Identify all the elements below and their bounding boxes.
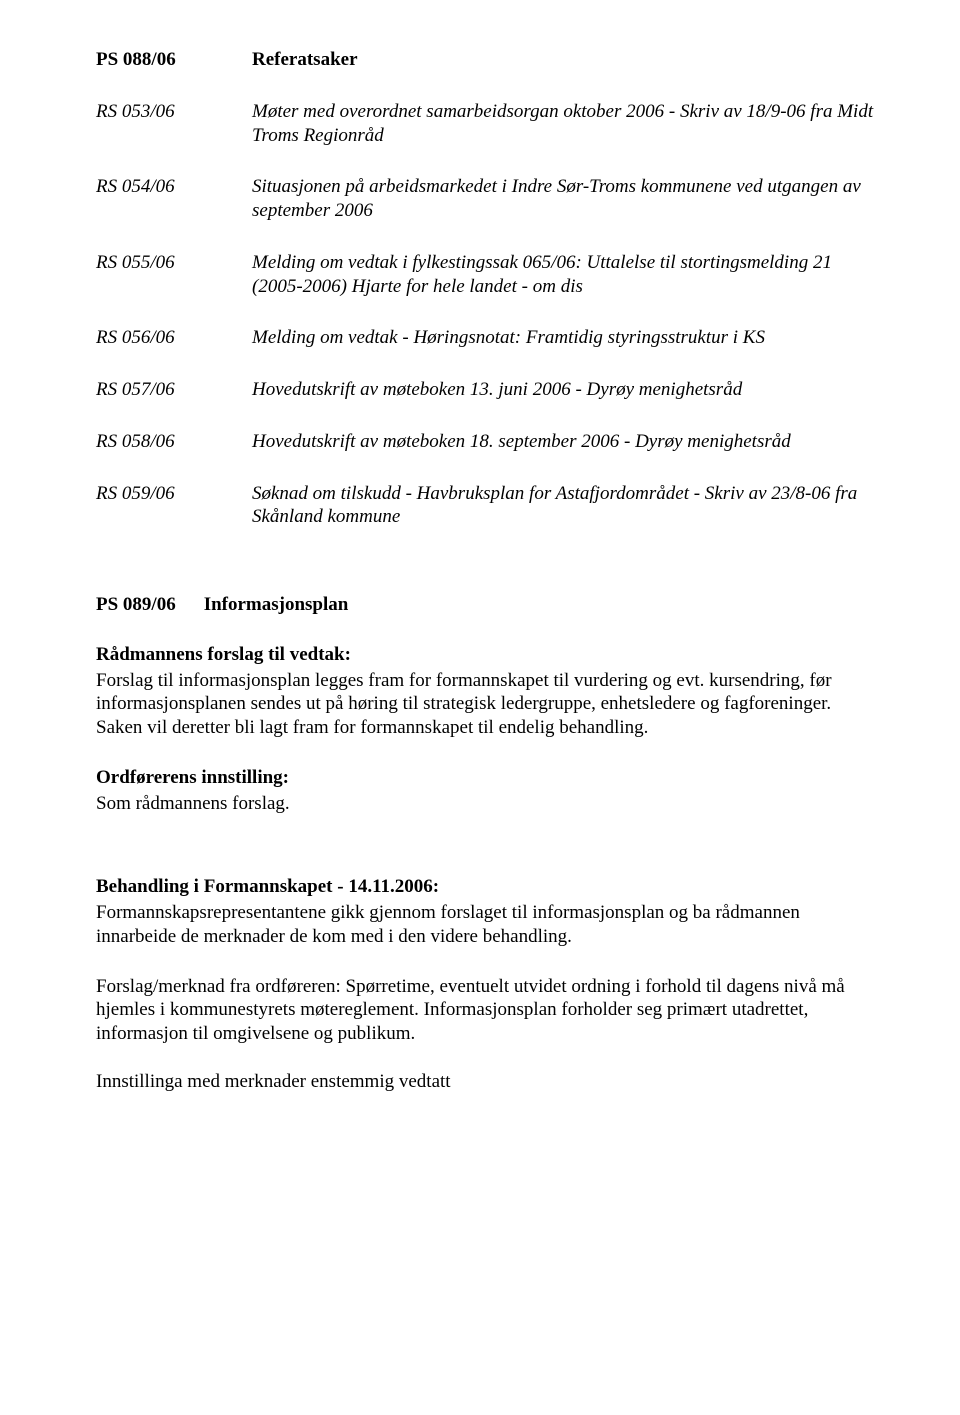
ref-item-row: RS 053/06 Møter med overordnet samarbeid…: [96, 100, 880, 176]
ref-header-title: Referatsaker: [252, 48, 880, 100]
ordforer-heading: Ordførerens innstilling:: [96, 766, 880, 790]
ref-header-code: PS 088/06: [96, 48, 252, 100]
ref-item-text: Situasjonen på arbeidsmarkedet i Indre S…: [252, 175, 880, 251]
innstilling-paragraph: Innstillinga med merknader enstemmig ved…: [96, 1070, 880, 1094]
ref-item-row: RS 054/06 Situasjonen på arbeidsmarkedet…: [96, 175, 880, 251]
ref-item-row: RS 058/06 Hovedutskrift av møteboken 18.…: [96, 430, 880, 482]
ref-item-row: RS 055/06 Melding om vedtak i fylkesting…: [96, 251, 880, 327]
radmannen-heading: Rådmannens forslag til vedtak:: [96, 643, 880, 667]
ref-item-code: RS 054/06: [96, 175, 252, 251]
behandling-heading: Behandling i Formannskapet - 14.11.2006:: [96, 875, 880, 899]
ref-item-row: RS 056/06 Melding om vedtak - Høringsnot…: [96, 326, 880, 378]
ref-item-code: RS 055/06: [96, 251, 252, 327]
ref-header-row: PS 088/06 Referatsaker: [96, 48, 880, 100]
ref-item-code: RS 059/06: [96, 482, 252, 558]
ordforer-body: Som rådmannens forslag.: [96, 792, 880, 816]
section-089-title: Informasjonsplan: [204, 593, 349, 617]
ref-item-text: Søknad om tilskudd - Havbruksplan for As…: [252, 482, 880, 558]
ref-item-row: RS 059/06 Søknad om tilskudd - Havbruksp…: [96, 482, 880, 558]
ref-item-text: Hovedutskrift av møteboken 18. september…: [252, 430, 880, 482]
ref-item-code: RS 058/06: [96, 430, 252, 482]
ref-item-code: RS 056/06: [96, 326, 252, 378]
ref-item-text: Møter med overordnet samarbeidsorgan okt…: [252, 100, 880, 176]
ref-item-row: RS 057/06 Hovedutskrift av møteboken 13.…: [96, 378, 880, 430]
ref-item-text: Hovedutskrift av møteboken 13. juni 2006…: [252, 378, 880, 430]
ref-item-text: Melding om vedtak - Høringsnotat: Framti…: [252, 326, 880, 378]
ordforer-block: Ordførerens innstilling: Som rådmannens …: [96, 766, 880, 816]
referatsaker-table: PS 088/06 Referatsaker RS 053/06 Møter m…: [96, 48, 880, 557]
section-089-header: PS 089/06 Informasjonsplan: [96, 593, 880, 617]
behandling-block: Behandling i Formannskapet - 14.11.2006:…: [96, 875, 880, 948]
radmannen-body: Forslag til informasjonsplan legges fram…: [96, 669, 880, 740]
forslag-paragraph: Forslag/merknad fra ordføreren: Spørreti…: [96, 975, 880, 1046]
behandling-body: Formannskapsrepresentantene gikk gjennom…: [96, 901, 880, 949]
radmannen-block: Rådmannens forslag til vedtak: Forslag t…: [96, 643, 880, 740]
ref-item-code: RS 057/06: [96, 378, 252, 430]
ref-item-text: Melding om vedtak i fylkestingssak 065/0…: [252, 251, 880, 327]
ref-item-code: RS 053/06: [96, 100, 252, 176]
section-089-code: PS 089/06: [96, 593, 176, 617]
